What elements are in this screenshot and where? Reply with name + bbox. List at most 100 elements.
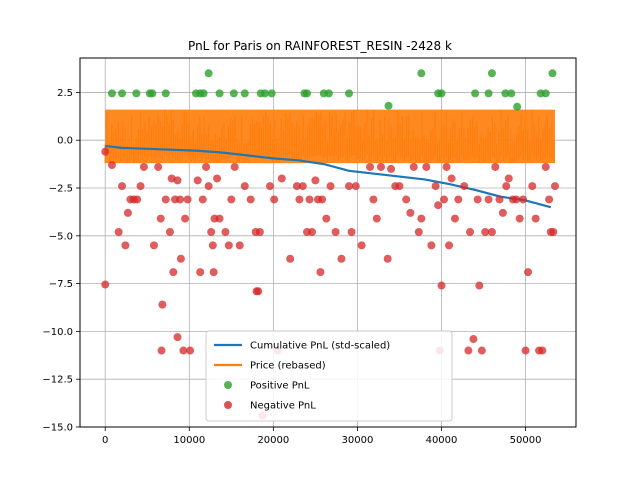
negative-pnl-point [158, 300, 167, 309]
negative-pnl-point [440, 195, 449, 204]
x-axis-ticks: 0 10000 20000 30000 40000 50000 [102, 427, 541, 446]
positive-pnl-point [107, 89, 116, 98]
positive-pnl-point [267, 89, 276, 98]
negative-pnl-point [515, 214, 524, 223]
negative-pnl-point [215, 214, 224, 223]
negative-pnl-point [207, 227, 216, 236]
cumulative-pnl-line [105, 144, 552, 209]
negative-pnl-point [409, 162, 418, 171]
y-tick-label: −5.0 [49, 231, 73, 242]
negative-pnl-point [176, 195, 185, 204]
negative-pnl-point [298, 182, 307, 191]
negative-pnl-point [277, 174, 286, 183]
negative-pnl-point [464, 346, 473, 355]
negative-pnl-point [469, 335, 478, 344]
negative-pnl-series [101, 147, 559, 420]
negative-pnl-point [169, 268, 178, 277]
negative-pnl-point [161, 195, 170, 204]
legend: Cumulative PnL (std-scaled) Price (rebase… [205, 330, 453, 422]
negative-pnl-point [265, 182, 274, 191]
negative-pnl-point [118, 182, 127, 191]
negative-pnl-point [445, 241, 454, 250]
negative-pnl-point [475, 281, 484, 290]
positive-pnl-point [260, 89, 269, 98]
positive-pnl-point [161, 89, 170, 98]
cumulative-pnl-series [105, 144, 552, 209]
negative-pnl-point [305, 195, 314, 204]
negative-pnl-point [157, 346, 166, 355]
negative-pnl-point [101, 280, 110, 289]
positive-pnl-point [199, 89, 208, 98]
negative-pnl-point [406, 208, 415, 217]
legend-label: Negative PnL [250, 401, 316, 412]
y-axis-ticks: 2.5 0.0 −2.5 −5.0 −7.5 −10.0 −12.5 −15.0 [42, 88, 80, 434]
negative-pnl-point [246, 195, 255, 204]
negative-pnl-point [311, 176, 320, 185]
x-tick-label: 0 [102, 435, 108, 446]
negative-pnl-point [107, 161, 116, 170]
negative-pnl-point [434, 201, 443, 210]
negative-pnl-point [176, 254, 185, 263]
negative-pnl-point [538, 346, 547, 355]
negative-pnl-point [337, 254, 346, 263]
negative-pnl-point [121, 241, 130, 250]
negative-pnl-point [139, 162, 148, 171]
negative-pnl-point [101, 147, 110, 156]
positive-pnl-point [548, 69, 557, 78]
negative-pnl-point [437, 281, 446, 290]
positive-pnl-point [487, 69, 496, 78]
negative-pnl-point [316, 268, 325, 277]
negative-pnl-point [196, 268, 205, 277]
negative-pnl-point [366, 162, 375, 171]
negative-pnl-point [209, 268, 218, 277]
negative-pnl-point [240, 182, 249, 191]
negative-pnl-point [186, 346, 195, 355]
negative-pnl-point [531, 214, 540, 223]
negative-pnl-point [524, 268, 533, 277]
negative-pnl-point [383, 254, 392, 263]
negative-pnl-point [512, 195, 521, 204]
positive-pnl-point [501, 89, 510, 98]
negative-pnl-point [487, 227, 496, 236]
negative-pnl-point [136, 182, 145, 191]
negative-pnl-point [208, 241, 217, 250]
positive-pnl-point [204, 69, 213, 78]
negative-pnl-point [447, 174, 456, 183]
negative-pnl-point [221, 227, 230, 236]
legend-label: Cumulative PnL (std-scaled) [250, 341, 390, 352]
negative-pnl-point [331, 227, 340, 236]
negative-pnl-point [427, 241, 436, 250]
y-tick-label: −10.0 [42, 327, 73, 338]
negative-pnl-point [519, 195, 528, 204]
negative-pnl-point [369, 195, 378, 204]
legend-label: Positive PnL [250, 381, 310, 392]
negative-pnl-point [460, 182, 469, 191]
positive-pnl-point [302, 89, 311, 98]
negative-pnl-point [372, 214, 381, 223]
y-tick-label: −12.5 [42, 375, 73, 386]
negative-pnl-point [504, 174, 513, 183]
negative-pnl-point [292, 182, 301, 191]
negative-pnl-point [193, 176, 202, 185]
negative-pnl-point [454, 195, 463, 204]
negative-pnl-point [502, 182, 511, 191]
plot-frame [79, 57, 577, 428]
negative-pnl-point [491, 162, 500, 171]
negative-pnl-point [165, 227, 174, 236]
negative-pnl-point [481, 227, 490, 236]
negative-pnl-point [495, 195, 504, 204]
negative-pnl-point [204, 182, 213, 191]
negative-pnl-point [230, 162, 239, 171]
positive-pnl-point [229, 89, 238, 98]
negative-pnl-point [235, 241, 244, 250]
negative-pnl-point [450, 214, 459, 223]
y-tick-label: −7.5 [49, 279, 73, 290]
y-tick-label: 2.5 [57, 88, 73, 99]
positive-pnl-point [324, 89, 333, 98]
negative-pnl-point [387, 164, 396, 173]
negative-pnl-point [417, 214, 426, 223]
negative-pnl-point [442, 162, 451, 171]
negative-pnl-point [224, 241, 233, 250]
x-tick-label: 50000 [510, 435, 542, 446]
x-tick-label: 10000 [173, 435, 205, 446]
